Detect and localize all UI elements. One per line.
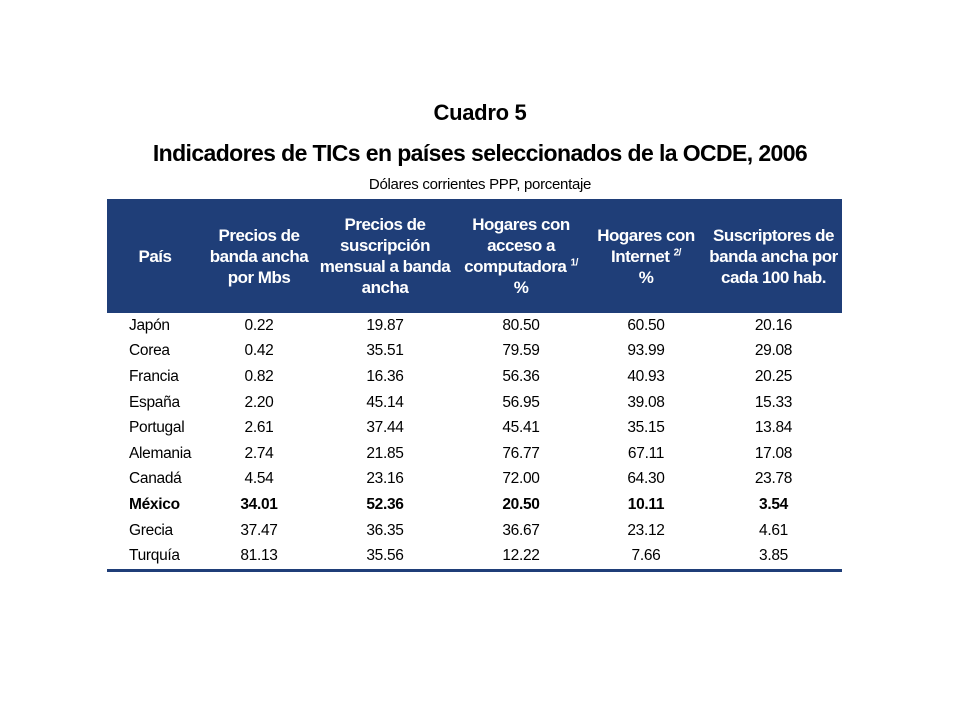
- value-cell: 37.47: [240, 521, 278, 539]
- table-row: España 2.20 45.14 56.95 39.08 15.33: [107, 390, 842, 416]
- table-row: Japón 0.22 19.87 80.50 60.50 20.16: [107, 313, 842, 339]
- value-cell: 72.00: [502, 470, 540, 488]
- value-cell: 2.20: [244, 393, 274, 411]
- value-cell: 56.95: [502, 393, 540, 411]
- table-row: Grecia 37.47 36.35 36.67 23.12 4.61: [107, 518, 842, 544]
- table-row: Portugal 2.61 37.44 45.41 35.15 13.84: [107, 415, 842, 441]
- table-title: Indicadores de TICs en países selecciona…: [152, 140, 808, 166]
- value-cell: 19.87: [366, 316, 404, 334]
- value-cell: 35.51: [366, 342, 404, 360]
- value-cell: 93.99: [627, 342, 665, 360]
- country-cell: España: [129, 393, 180, 411]
- value-cell: 39.08: [627, 393, 665, 411]
- value-cell: 35.56: [366, 547, 404, 565]
- country-cell: México: [129, 495, 180, 513]
- value-cell: 67.11: [627, 444, 665, 462]
- country-cell: Japón: [129, 316, 170, 334]
- country-cell: Grecia: [129, 521, 173, 539]
- value-cell: 15.33: [754, 393, 793, 411]
- header-suscriptores: Suscriptores de banda ancha por cada 100…: [705, 199, 842, 313]
- value-cell: 16.36: [366, 367, 404, 385]
- value-cell: 36.35: [366, 521, 404, 539]
- value-cell: 60.50: [627, 316, 665, 334]
- table-number: Cuadro 5: [433, 100, 527, 125]
- country-cell: Portugal: [129, 419, 185, 437]
- country-cell: Francia: [129, 367, 179, 385]
- value-cell: 10.11: [627, 495, 665, 513]
- country-cell: Turquía: [129, 547, 180, 565]
- value-cell: 52.36: [366, 495, 404, 513]
- table-bottom-rule: [107, 568, 842, 572]
- value-cell: 37.44: [366, 419, 404, 437]
- table-subtitle: Dólares corrientes PPP, porcentaje: [368, 176, 592, 193]
- country-cell: Alemania: [129, 444, 192, 462]
- value-cell: 20.50: [502, 495, 540, 513]
- table-row: México 34.01 52.36 20.50 10.11 3.54: [107, 492, 842, 518]
- value-cell: 0.82: [244, 367, 274, 385]
- header-hogares-internet: Hogares con Internet 2/%: [587, 199, 705, 313]
- footnote-marker: 1/: [570, 257, 579, 269]
- value-cell: 4.61: [759, 521, 788, 539]
- value-cell: 17.08: [754, 444, 793, 462]
- value-cell: 20.25: [754, 367, 793, 385]
- table-row: Francia 0.82 16.36 56.36 40.93 20.25: [107, 364, 842, 390]
- header-hogares-computadora: Hogares con acceso a computadora 1/%: [455, 199, 587, 313]
- value-cell: 79.59: [502, 342, 540, 360]
- value-cell: 35.15: [627, 419, 665, 437]
- country-cell: Canadá: [129, 470, 182, 488]
- value-cell: 3.85: [759, 547, 788, 565]
- ict-indicators-table: País Precios de banda ancha por Mbs Prec…: [107, 199, 842, 572]
- value-cell: 64.30: [627, 470, 665, 488]
- value-cell: 36.67: [502, 521, 540, 539]
- value-cell: 20.16: [754, 316, 793, 334]
- value-cell: 21.85: [366, 444, 404, 462]
- value-cell: 56.36: [502, 367, 540, 385]
- value-cell: 76.77: [502, 444, 540, 462]
- table-row: Canadá 4.54 23.16 72.00 64.30 23.78: [107, 467, 842, 493]
- value-cell: 2.61: [244, 419, 274, 437]
- table-header-row: País Precios de banda ancha por Mbs Prec…: [107, 199, 842, 313]
- value-cell: 29.08: [754, 342, 793, 360]
- value-cell: 23.78: [754, 470, 793, 488]
- value-cell: 80.50: [502, 316, 540, 334]
- country-cell: Corea: [129, 342, 170, 360]
- header-precio-suscripcion: Precios de suscripción mensual a banda a…: [315, 199, 455, 313]
- value-cell: 40.93: [627, 367, 665, 385]
- value-cell: 0.42: [244, 342, 274, 360]
- value-cell: 45.41: [502, 419, 540, 437]
- value-cell: 81.13: [240, 547, 278, 565]
- value-cell: 13.84: [754, 419, 793, 437]
- table-row: Turquía 81.13 35.56 12.22 7.66 3.85: [107, 543, 842, 569]
- table-row: Corea 0.42 35.51 79.59 93.99 29.08: [107, 339, 842, 365]
- value-cell: 0.22: [244, 316, 274, 334]
- value-cell: 23.12: [627, 521, 665, 539]
- value-cell: 23.16: [366, 470, 404, 488]
- value-cell: 3.54: [759, 495, 788, 513]
- value-cell: 12.22: [502, 547, 540, 565]
- value-cell: 34.01: [240, 495, 278, 513]
- footnote-marker: 2/: [673, 246, 682, 258]
- header-precio-mbs: Precios de banda ancha por Mbs: [203, 199, 315, 313]
- table-row: Alemania 2.74 21.85 76.77 67.11 17.08: [107, 441, 842, 467]
- value-cell: 4.54: [244, 470, 274, 488]
- value-cell: 7.66: [631, 547, 661, 565]
- value-cell: 2.74: [244, 444, 274, 462]
- value-cell: 45.14: [366, 393, 404, 411]
- header-pais: País: [107, 199, 203, 313]
